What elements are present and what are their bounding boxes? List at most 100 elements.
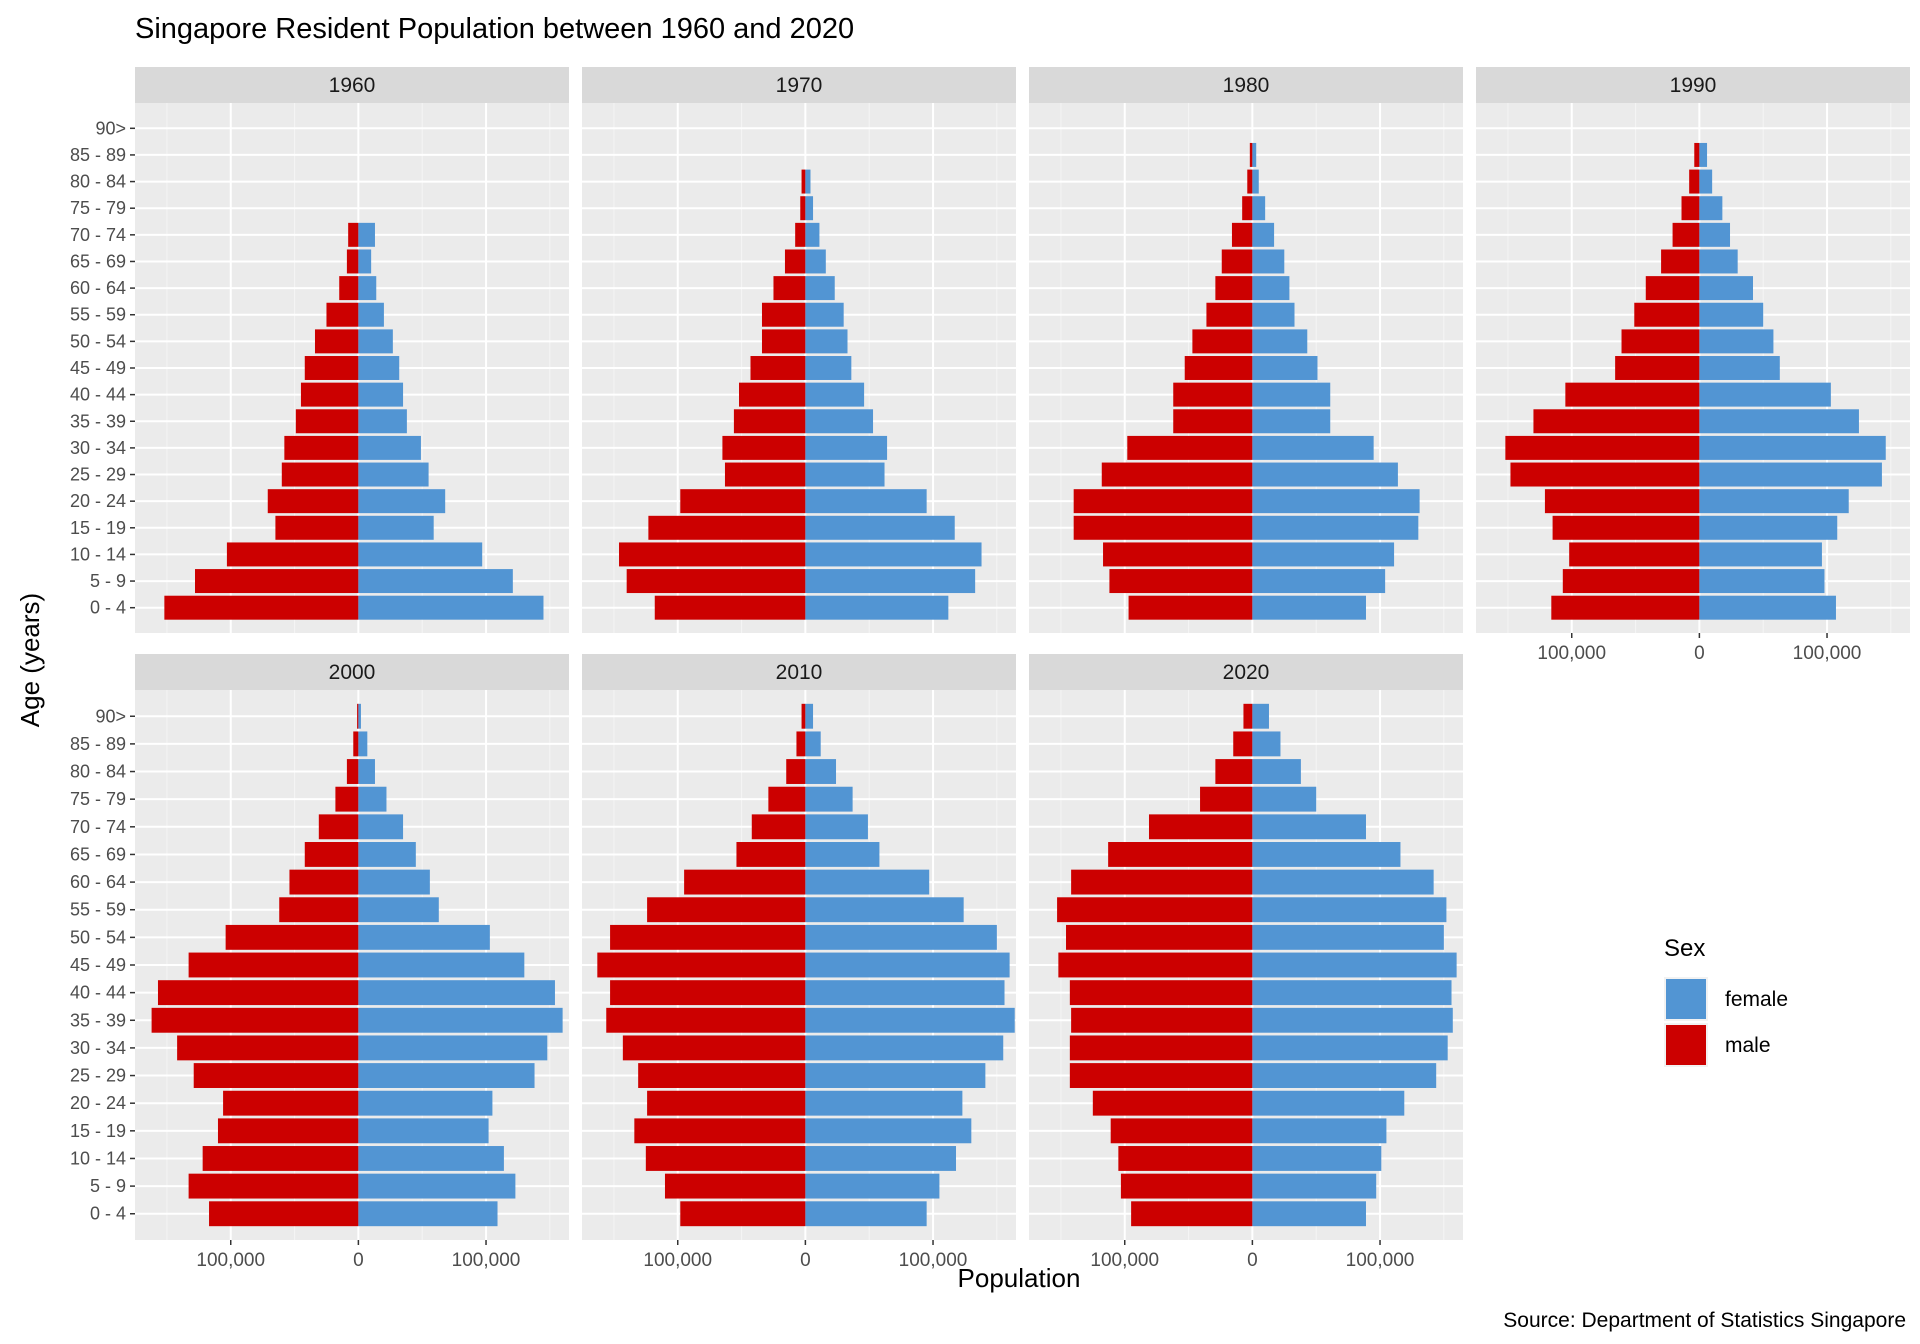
bar-female-2020-2: [1252, 1146, 1382, 1171]
bar-female-1960-8: [358, 382, 404, 407]
panel-strip-label: 1980: [1223, 74, 1270, 97]
bar-male-2020-16: [1215, 759, 1253, 784]
y-tick-label: 30 - 34: [70, 1038, 126, 1058]
bar-male-1970-6: [722, 435, 806, 460]
bar-female-1960-14: [358, 222, 375, 247]
bar-male-1970-10: [761, 329, 806, 354]
y-tick-label: 45 - 49: [70, 358, 126, 378]
x-tick-label: 0: [1247, 1250, 1258, 1271]
bar-male-2020-14: [1148, 814, 1253, 840]
bar-male-2010-16: [786, 759, 806, 784]
bar-male-1960-5: [281, 462, 359, 487]
y-tick-label: 0 - 4: [90, 1204, 126, 1224]
panel-strip-label: 2000: [329, 661, 376, 684]
bar-female-1970-4: [805, 489, 927, 514]
bar-male-1980-15: [1242, 196, 1253, 221]
bar-male-1960-2: [226, 542, 359, 567]
bar-female-1970-3: [805, 515, 955, 540]
bar-male-2020-12: [1071, 869, 1253, 895]
bar-male-1970-7: [733, 409, 806, 434]
y-tick-label: 10 - 14: [70, 1148, 126, 1168]
bar-female-1980-14: [1252, 222, 1275, 247]
bar-male-1980-14: [1231, 222, 1253, 247]
panel-strip-label: 2010: [776, 661, 823, 684]
bar-male-1960-4: [267, 489, 359, 514]
bar-female-2010-18: [805, 703, 814, 729]
bar-female-2020-3: [1252, 1118, 1387, 1144]
bar-female-1980-17: [1252, 142, 1257, 167]
bar-female-1960-2: [358, 542, 483, 567]
bar-female-1980-16: [1252, 169, 1259, 194]
bar-female-1960-12: [358, 276, 377, 301]
bar-male-1970-0: [654, 595, 806, 620]
y-tick-label: 40 - 44: [70, 385, 126, 405]
x-tick-label: 100,000: [1346, 1250, 1415, 1271]
panel-strip: [582, 654, 1016, 690]
x-tick-label: 0: [800, 1250, 811, 1271]
bar-female-2000-13: [358, 842, 416, 867]
bar-male-2010-18: [801, 703, 806, 729]
y-tick-label: 70 - 74: [70, 817, 126, 837]
y-tick-label: 60 - 64: [70, 872, 126, 892]
bar-female-2010-6: [805, 1035, 1004, 1061]
bar-male-2020-1: [1120, 1173, 1253, 1199]
bar-female-2020-14: [1252, 814, 1366, 840]
bar-female-1980-5: [1252, 462, 1398, 487]
y-tick-label: 5 - 9: [90, 571, 126, 591]
bar-male-1960-6: [284, 435, 359, 460]
bar-female-2000-10: [358, 924, 490, 950]
bar-female-1990-3: [1699, 515, 1838, 540]
bar-female-2010-5: [805, 1063, 986, 1088]
bar-male-1970-12: [773, 276, 806, 301]
y-tick-label: 65 - 69: [70, 844, 126, 864]
bar-male-2010-9: [597, 952, 806, 978]
bar-female-2020-8: [1252, 980, 1452, 1006]
bar-female-2020-15: [1252, 786, 1317, 812]
bar-female-2000-5: [358, 1063, 535, 1088]
y-tick-label: 90>: [95, 118, 126, 138]
bar-female-1980-12: [1252, 276, 1290, 301]
bar-male-2020-15: [1200, 786, 1253, 812]
legend-title: Sex: [1664, 935, 1705, 962]
bar-female-2000-1: [358, 1173, 516, 1199]
bar-male-2000-14: [318, 814, 359, 840]
bar-male-2010-1: [664, 1173, 806, 1199]
bar-male-2000-16: [346, 759, 359, 784]
bar-female-2020-16: [1252, 759, 1301, 784]
y-tick-label: 80 - 84: [70, 762, 126, 782]
bar-female-2000-15: [358, 786, 387, 812]
bar-male-1990-0: [1551, 595, 1700, 620]
panel-strip-label: 1960: [329, 74, 376, 97]
bar-male-1970-15: [800, 196, 806, 221]
bar-female-2000-9: [358, 952, 525, 978]
panel-1980: 1980: [1029, 67, 1463, 633]
bar-male-1990-11: [1634, 302, 1700, 327]
y-tick-label: 70 - 74: [70, 225, 126, 245]
legend-key-female: [1666, 979, 1706, 1019]
bar-male-1980-10: [1192, 329, 1253, 354]
bar-male-2020-6: [1069, 1035, 1253, 1061]
bar-male-1960-14: [348, 222, 359, 247]
chart-caption: Source: Department of Statistics Singapo…: [1503, 1309, 1906, 1332]
x-tick-label: 100,000: [643, 1250, 712, 1271]
bar-male-1990-8: [1565, 382, 1700, 407]
bar-female-1990-10: [1699, 329, 1774, 354]
bar-female-1980-4: [1252, 489, 1420, 514]
bar-female-1960-9: [358, 356, 400, 380]
bar-male-1990-6: [1505, 435, 1700, 460]
y-tick-label: 85 - 89: [70, 734, 126, 754]
bar-female-2020-6: [1252, 1035, 1448, 1061]
bar-male-1970-1: [626, 569, 806, 594]
bar-female-2010-0: [805, 1201, 927, 1227]
bar-female-2000-4: [358, 1090, 493, 1116]
panel-strip-label: 1990: [1670, 74, 1717, 97]
bar-male-2010-7: [606, 1007, 806, 1033]
bar-male-1960-7: [295, 409, 359, 434]
bar-male-1990-2: [1569, 542, 1700, 567]
bar-male-2010-13: [736, 842, 806, 867]
bar-female-2000-11: [358, 897, 439, 923]
bar-male-1980-13: [1221, 249, 1253, 274]
y-tick-label: 90>: [95, 706, 126, 726]
panel-strip-label: 1970: [776, 74, 823, 97]
